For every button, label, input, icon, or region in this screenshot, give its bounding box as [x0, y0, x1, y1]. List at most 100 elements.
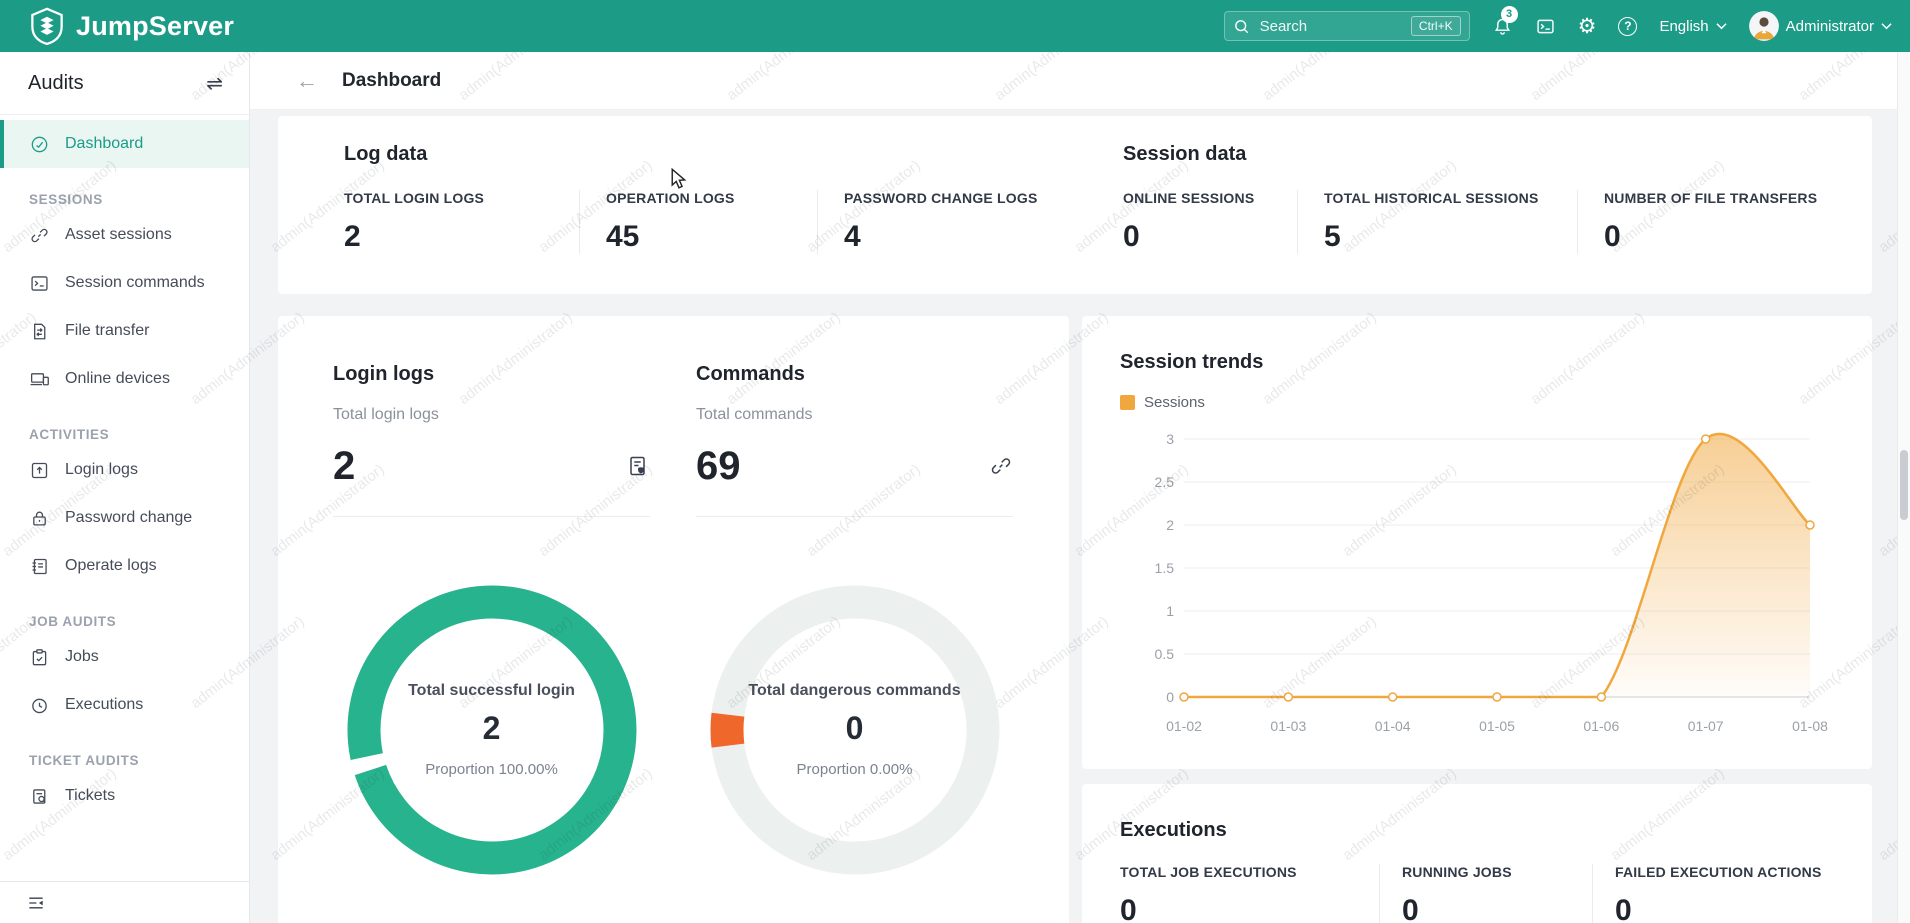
back-arrow-icon[interactable]: ←: [296, 67, 318, 93]
legend-swatch: [1120, 395, 1135, 410]
login-logs-title: Login logs: [333, 363, 435, 385]
sidebar-item-label: Asset sessions: [65, 226, 172, 243]
session-trends-chart: 0 0.5 1 1.5 2 2.5 3 01-02 01-03 01-04 01-05 01-06 01…: [1155, 431, 1829, 734]
donut-value: 0: [845, 710, 864, 746]
svg-text:01-06: 01-06: [1583, 718, 1619, 734]
brand-name: JumpServer: [76, 10, 235, 41]
sidebar-item-tickets[interactable]: Tickets: [0, 772, 249, 820]
session-trends-title: Session trends: [1120, 351, 1264, 373]
dangerous-commands-donut: Total dangerous commands 0 Proportion 0.…: [710, 585, 1000, 875]
chevron-down-icon: [1716, 23, 1727, 30]
sidebar-item-operate-logs[interactable]: Operate logs: [0, 542, 249, 590]
login-logs-icon: [31, 462, 48, 478]
sidebar-item-jobs[interactable]: Jobs: [0, 633, 249, 681]
log-document-icon[interactable]: [626, 454, 650, 478]
svg-text:01-05: 01-05: [1479, 718, 1515, 734]
link-icon[interactable]: [989, 454, 1013, 478]
session-data-group: Session data ONLINE SESSIONS 0 TOTAL HIS…: [1123, 142, 1857, 294]
svg-text:01-08: 01-08: [1792, 718, 1828, 734]
commands-subtitle: Total commands: [696, 406, 813, 423]
legend-sessions[interactable]: Sessions: [1120, 394, 1205, 411]
terminal-icon: [31, 275, 48, 291]
history-clock-icon: [32, 698, 47, 713]
sidebar-item-login-logs[interactable]: Login logs: [0, 446, 249, 494]
sidebar-item-session-commands[interactable]: Session commands: [0, 259, 249, 307]
sidebar-item-label: Operate logs: [65, 557, 157, 574]
stat-file-transfers: NUMBER OF FILE TRANSFERS 0: [1577, 190, 1857, 254]
donut-proportion: Proportion 0.00%: [796, 761, 913, 778]
svg-text:01-02: 01-02: [1166, 718, 1202, 734]
login-logs-total: 2: [333, 443, 356, 488]
svg-text:01-07: 01-07: [1688, 718, 1724, 734]
collapse-sidebar-icon[interactable]: [26, 893, 46, 913]
top-bar: JumpServer Ctrl+K 3 ⚙: [0, 0, 1910, 52]
help-icon: ?: [1618, 16, 1638, 36]
view-switch-icon[interactable]: ⇌: [206, 72, 223, 95]
stat-failed-execution-actions: FAILED EXECUTION ACTIONS 0: [1592, 864, 1872, 923]
svg-text:3: 3: [1166, 431, 1174, 447]
language-selector[interactable]: English: [1659, 18, 1727, 35]
user-menu[interactable]: Administrator: [1748, 11, 1892, 41]
login-logs-panel: Login logs Total login logs 2: [333, 362, 650, 875]
sidebar-item-online-devices[interactable]: Online devices: [0, 355, 249, 403]
global-search[interactable]: Ctrl+K: [1223, 11, 1470, 41]
notebook-icon: [32, 558, 47, 574]
devices-icon: [30, 372, 49, 385]
stat-total-job-executions: TOTAL JOB EXECUTIONS 0: [1120, 864, 1297, 923]
sidebar-group-sessions: SESSIONS: [29, 192, 103, 207]
page-title: Dashboard: [342, 69, 442, 91]
ticket-search-icon: [33, 788, 46, 804]
stat-online-sessions: ONLINE SESSIONS 0: [1123, 190, 1255, 253]
notification-badge: 3: [1500, 5, 1518, 23]
search-input[interactable]: [1257, 16, 1403, 36]
sidebar-item-executions[interactable]: Executions: [0, 681, 249, 729]
legend-label: Sessions: [1144, 394, 1205, 411]
search-shortcut: Ctrl+K: [1410, 16, 1461, 36]
sidebar-item-label: Tickets: [65, 787, 116, 804]
sidebar-item-dashboard[interactable]: Dashboard: [0, 120, 249, 168]
help-button[interactable]: ?: [1618, 16, 1638, 36]
dashboard-icon: [31, 136, 48, 152]
sidebar-title: Audits: [28, 71, 84, 94]
file-transfer-icon: [34, 323, 46, 339]
summary-stats-card: Log data TOTAL LOGIN LOGS 2 OPERATION LO…: [278, 116, 1872, 294]
session-data-title: Session data: [1123, 143, 1247, 165]
sidebar-group-ticket-audits: TICKET AUDITS: [29, 753, 140, 768]
donut-label: Total dangerous commands: [748, 682, 961, 699]
stat-operation-logs: OPERATION LOGS 45: [579, 190, 817, 254]
sidebar-group-job-audits: JOB AUDITS: [29, 614, 117, 629]
executions-title: Executions: [1120, 819, 1227, 841]
svg-text:1: 1: [1166, 603, 1174, 619]
web-terminal-button[interactable]: [1535, 16, 1556, 37]
notifications-button[interactable]: 3: [1492, 5, 1518, 37]
stat-total-login-logs: TOTAL LOGIN LOGS 2: [344, 190, 485, 253]
sidebar-item-password-change[interactable]: Password change: [0, 494, 249, 542]
brand[interactable]: JumpServer: [30, 7, 234, 45]
commands-panel: Commands Total commands 69: [696, 362, 1013, 875]
sidebar-item-label: Password change: [65, 509, 193, 526]
scrollbar-thumb[interactable]: [1900, 450, 1908, 520]
donut-proportion: Proportion 100.00%: [425, 761, 558, 778]
stat-password-change-logs: PASSWORD CHANGE LOGS 4: [817, 190, 1097, 254]
commands-total: 69: [696, 443, 741, 488]
settings-button[interactable]: ⚙: [1578, 16, 1597, 37]
svg-text:2.5: 2.5: [1155, 474, 1175, 490]
sidebar-item-label: Login logs: [65, 461, 138, 478]
donut-value: 2: [482, 710, 501, 746]
svg-text:01-03: 01-03: [1270, 718, 1306, 734]
sidebar-item-label: Dashboard: [65, 135, 144, 152]
sidebar-item-asset-sessions[interactable]: Asset sessions: [0, 211, 249, 259]
stat-running-jobs: RUNNING JOBS 0: [1379, 864, 1592, 923]
logs-commands-card: Login logs Total login logs 2: [278, 316, 1069, 923]
sidebar-item-label: File transfer: [65, 322, 150, 339]
sidebar-item-file-transfer[interactable]: File transfer: [0, 307, 249, 355]
svg-text:2: 2: [1166, 517, 1174, 533]
session-trends-card: Session trends Sessions 0 0.5 1 1.5 2 2.5 3 01-…: [1082, 316, 1872, 769]
svg-text:0.5: 0.5: [1155, 646, 1175, 662]
page-scrollbar[interactable]: [1897, 52, 1910, 923]
login-logs-subtitle: Total login logs: [333, 406, 439, 423]
log-data-group: Log data TOTAL LOGIN LOGS 2 OPERATION LO…: [344, 142, 1097, 294]
jumpserver-logo-icon: [30, 7, 64, 45]
username-label: Administrator: [1785, 17, 1874, 35]
donut-label: Total successful login: [408, 682, 575, 699]
